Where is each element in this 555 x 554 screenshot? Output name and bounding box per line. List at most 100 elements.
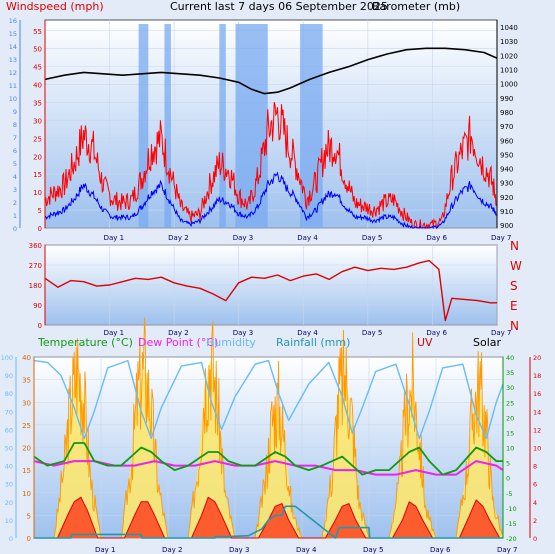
- wind-direction-band: [164, 24, 171, 228]
- windspeed-axis-tick: 45: [33, 64, 42, 72]
- legend-temperature: Temperature (°C): [38, 336, 133, 349]
- uv-axis-tick: 18: [533, 372, 541, 380]
- day-tick-label: Day 4: [297, 234, 318, 242]
- humidity-axis-tick: 0: [9, 535, 13, 543]
- windspeed-kn-axis-tick: 10: [9, 95, 17, 103]
- windspeed-axis-tick: 15: [33, 171, 42, 179]
- uv-axis-tick: 20: [533, 354, 541, 362]
- legend-rainfall: Rainfall (mm): [276, 336, 351, 349]
- temperature-line: [33, 442, 503, 476]
- dew-axis-tick: 25: [506, 399, 514, 407]
- compass-label: S: [510, 279, 518, 293]
- day-tick-label: Day 4: [296, 546, 317, 554]
- windspeed-kn-axis-tick: 5: [13, 160, 17, 168]
- humidity-axis-tick: 20: [5, 499, 13, 507]
- compass-label: E: [510, 299, 518, 313]
- barometer-axis-tick: 1030: [500, 38, 518, 46]
- legend-solar: Solar: [473, 336, 502, 349]
- day-tick-label: Day 3: [233, 234, 254, 242]
- wind-direction-band: [138, 24, 149, 228]
- direction-axis-tick: 0: [38, 322, 42, 330]
- barometer-axis-tick: 910: [500, 208, 513, 216]
- windspeed-axis-tick: 40: [33, 82, 42, 90]
- day-tick-label: Day 3: [229, 546, 250, 554]
- temperature-axis-tick: 20: [22, 445, 31, 453]
- windspeed-kn-axis-tick: 3: [13, 186, 17, 194]
- barometer-axis-tick: 1040: [500, 24, 518, 32]
- humidity-axis-tick: 50: [5, 445, 13, 453]
- direction-axis-tick: 90: [33, 302, 42, 310]
- direction-axis-tick: 270: [29, 262, 42, 270]
- uv-axis-tick: 6: [533, 481, 537, 489]
- barometer-axis-tick: 900: [500, 222, 513, 230]
- barometer-axis-tick: 990: [500, 95, 513, 103]
- temperature-axis-tick: 35: [22, 377, 31, 385]
- barometer-axis-tick: 970: [500, 123, 513, 131]
- windspeed-axis-title: Windspeed (mph): [6, 0, 104, 13]
- chart-title: Current last 7 days 06 September 2025: [170, 0, 388, 13]
- dew-axis-tick: 10: [506, 445, 514, 453]
- solar-line: [34, 317, 503, 539]
- day-tick-label: Day 6: [426, 329, 447, 337]
- uv-area: [34, 497, 503, 538]
- barometer-axis-tick: 920: [500, 194, 513, 202]
- windspeed-axis-tick: 0: [38, 225, 42, 233]
- direction-axis-tick: 360: [29, 242, 42, 250]
- dew-axis-tick: -15: [506, 520, 517, 528]
- uv-axis-tick: 8: [533, 463, 537, 471]
- windspeed-axis-tick: 10: [33, 189, 42, 197]
- day-tick-label: Day 7: [491, 234, 512, 242]
- windspeed-kn-axis-tick: 0: [13, 225, 17, 233]
- legend-dew-point: Dew Point (°C): [138, 336, 219, 349]
- temperature-axis-tick: 40: [22, 354, 31, 362]
- humidity-line: [33, 359, 504, 440]
- uv-axis-tick: 16: [533, 390, 541, 398]
- day-tick-label: Day 2: [168, 234, 189, 242]
- uv-axis-tick: 10: [533, 445, 541, 453]
- temperature-axis-tick: 30: [22, 399, 31, 407]
- day-tick-label: Day 1: [104, 234, 125, 242]
- temperature-axis-tick: 5: [27, 512, 31, 520]
- windspeed-axis-tick: 30: [33, 117, 42, 125]
- temperature-axis-tick: 10: [22, 490, 31, 498]
- compass-label: W: [510, 259, 522, 273]
- day-tick-label: Day 5: [362, 234, 383, 242]
- compass-label: N: [510, 239, 519, 253]
- temperature-axis-tick: 0: [27, 535, 31, 543]
- windspeed-kn-axis-tick: 16: [9, 17, 17, 25]
- day-tick-label: Day 5: [362, 329, 383, 337]
- temperature-axis-tick: 15: [22, 467, 31, 475]
- day-tick-label: Day 6: [430, 546, 451, 554]
- legend-uv: UV: [417, 336, 433, 349]
- barometer-axis-tick: 980: [500, 109, 513, 117]
- windspeed-kn-axis-tick: 12: [9, 69, 17, 77]
- wind-speed-line: [44, 171, 497, 230]
- barometer-axis-tick: 930: [500, 180, 513, 188]
- windspeed-kn-axis-tick: 2: [13, 199, 17, 207]
- uv-axis-tick: 14: [533, 408, 541, 416]
- windspeed-axis-tick: 25: [33, 135, 42, 143]
- barometer-axis-tick: 960: [500, 137, 513, 145]
- rainfall-line: [34, 505, 503, 539]
- windspeed-axis-tick: 20: [33, 153, 42, 161]
- humidity-axis-tick: 90: [5, 372, 13, 380]
- windspeed-axis-tick: 5: [38, 207, 42, 215]
- humidity-axis-tick: 40: [5, 463, 13, 471]
- windspeed-axis-tick: 55: [33, 28, 42, 36]
- barometer-axis-title: Barometer (mb): [372, 0, 461, 13]
- dew-axis-tick: 35: [506, 369, 514, 377]
- dew-axis-tick: 30: [506, 384, 514, 392]
- windspeed-kn-axis-tick: 4: [13, 173, 17, 181]
- direction-axis-tick: 180: [29, 282, 42, 290]
- temperature-axis-tick: 25: [22, 422, 31, 430]
- day-tick-label: Day 2: [162, 546, 183, 554]
- wind-gust-line: [44, 102, 497, 230]
- day-tick-label: Day 7: [491, 329, 512, 337]
- barometer-axis-tick: 1000: [500, 81, 518, 89]
- humidity-axis-tick: 60: [5, 426, 13, 434]
- uv-axis-tick: 0: [533, 535, 537, 543]
- windspeed-kn-axis-tick: 1: [13, 212, 17, 220]
- day-tick-label: Day 5: [363, 546, 384, 554]
- dew-axis-tick: 15: [506, 429, 514, 437]
- dew-axis-tick: 0: [506, 475, 510, 483]
